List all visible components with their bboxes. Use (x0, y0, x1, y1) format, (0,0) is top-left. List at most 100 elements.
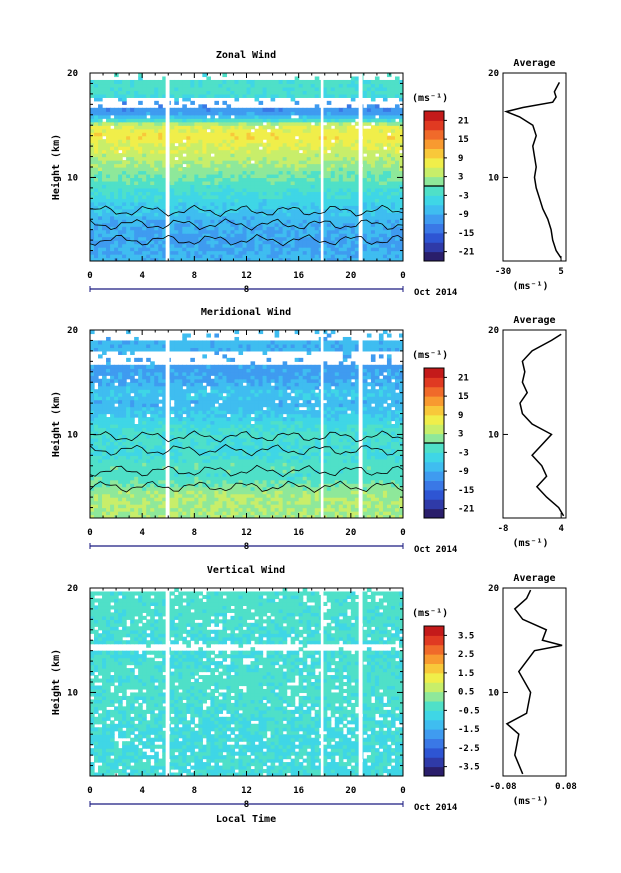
heatmap-cell (298, 118, 304, 123)
heatmap-cell (254, 83, 260, 88)
heatmap-cell (126, 219, 131, 224)
heatmap-cell (210, 118, 215, 123)
heatmap-cell (362, 111, 368, 116)
heatmap-cell (278, 514, 284, 518)
heatmap-cell (194, 83, 199, 88)
heatmap-cell (394, 104, 400, 109)
heatmap-cell (326, 493, 332, 498)
heatmap-cell (226, 86, 232, 92)
heatmap-cell (370, 187, 376, 192)
heatmap-cell (374, 86, 380, 92)
heatmap-cell (110, 139, 115, 144)
heatmap-cell (346, 497, 352, 502)
heatmap-cell (238, 229, 244, 234)
heatmap-cell (150, 132, 155, 137)
heatmap-cell (326, 507, 332, 512)
heatmap-cell (182, 215, 187, 220)
heatmap-cell (146, 514, 151, 518)
heatmap-cell (146, 121, 151, 126)
heatmap-cell (130, 504, 135, 509)
heatmap-cell (310, 514, 316, 518)
heatmap-cell (126, 149, 131, 154)
heatmap-cell (114, 500, 119, 505)
colorbar-tick-label: -15 (458, 229, 474, 239)
heatmap-cell (262, 153, 268, 158)
heatmap-cell (374, 121, 380, 126)
heatmap-cell (234, 504, 240, 509)
heatmap-cell (202, 483, 207, 488)
heatmap-cell (206, 83, 211, 88)
heatmap-cell (374, 254, 380, 259)
heatmap-cell (206, 514, 211, 518)
heatmap-cell (286, 79, 292, 85)
heatmap-cell (126, 125, 131, 130)
heatmap-cell (98, 180, 103, 186)
heatmap-cell (226, 215, 232, 220)
heatmap-cell (262, 86, 268, 92)
heatmap-cell (270, 97, 276, 102)
heatmap-cell (354, 111, 360, 116)
heatmap-cell (186, 167, 191, 172)
heatmap-cell (142, 250, 147, 255)
heatmap-cell (126, 497, 131, 502)
heatmap-cell (370, 111, 376, 116)
heatmap-cell (242, 142, 248, 147)
heatmap-cell (130, 86, 135, 92)
heatmap-cell (246, 490, 252, 495)
heatmap-cell (218, 240, 224, 245)
heatmap-cell (386, 215, 392, 220)
heatmap-cell (246, 198, 252, 203)
heatmap-cell (158, 205, 163, 210)
heatmap-cell (230, 132, 236, 137)
heatmap-cell (278, 205, 284, 210)
heatmap-cell (218, 118, 224, 123)
heatmap-cell (174, 180, 179, 186)
heatmap-cell (158, 111, 163, 116)
heatmap-cell (110, 514, 115, 518)
heatmap-cell (346, 191, 352, 196)
heatmap-cell (362, 240, 368, 245)
heatmap-cell (254, 107, 260, 112)
heatmap-cell (170, 93, 175, 98)
heatmap-cell (254, 194, 260, 199)
heatmap-cell (146, 191, 151, 196)
heatmap-cell (294, 184, 300, 189)
heatmap-cell (282, 121, 288, 126)
heatmap-cell (302, 507, 308, 512)
heatmap-cell (330, 243, 336, 248)
heatmap-cell (278, 128, 284, 133)
heatmap-cell (222, 486, 228, 491)
heatmap-cell (158, 226, 163, 231)
heatmap-cell (378, 114, 384, 119)
heatmap-cell (194, 212, 199, 217)
heatmap-cell (282, 170, 288, 175)
heatmap-cell (266, 476, 272, 481)
heatmap-cell (150, 507, 155, 512)
heatmap-cell (230, 201, 236, 206)
heatmap-cell (374, 236, 380, 241)
heatmap-cell (218, 142, 224, 147)
heatmap-cell (122, 486, 127, 491)
heatmap-cell (238, 160, 244, 165)
heatmap-cell (202, 219, 207, 224)
heatmap-cell (206, 483, 211, 488)
heatmap-cell (126, 236, 131, 241)
heatmap-cell (394, 76, 400, 81)
heatmap-cell (266, 254, 272, 259)
heatmap-cell (214, 194, 220, 199)
heatmap-cell (178, 500, 183, 505)
heatmap-cell (122, 128, 127, 133)
heatmap-cell (182, 504, 187, 509)
heatmap-cell (266, 167, 272, 172)
heatmap-cell (90, 160, 95, 165)
heatmap-cell (202, 121, 207, 126)
heatmap-cell (174, 254, 179, 259)
heatmap-cell (134, 472, 139, 477)
heatmap-cell (330, 160, 336, 165)
heatmap-cell (274, 229, 280, 234)
heatmap-cell (202, 490, 207, 495)
heatmap-cell (386, 149, 392, 154)
heatmap-cell (290, 233, 296, 238)
heatmap-cell (190, 222, 195, 227)
heatmap-cell (398, 187, 403, 192)
